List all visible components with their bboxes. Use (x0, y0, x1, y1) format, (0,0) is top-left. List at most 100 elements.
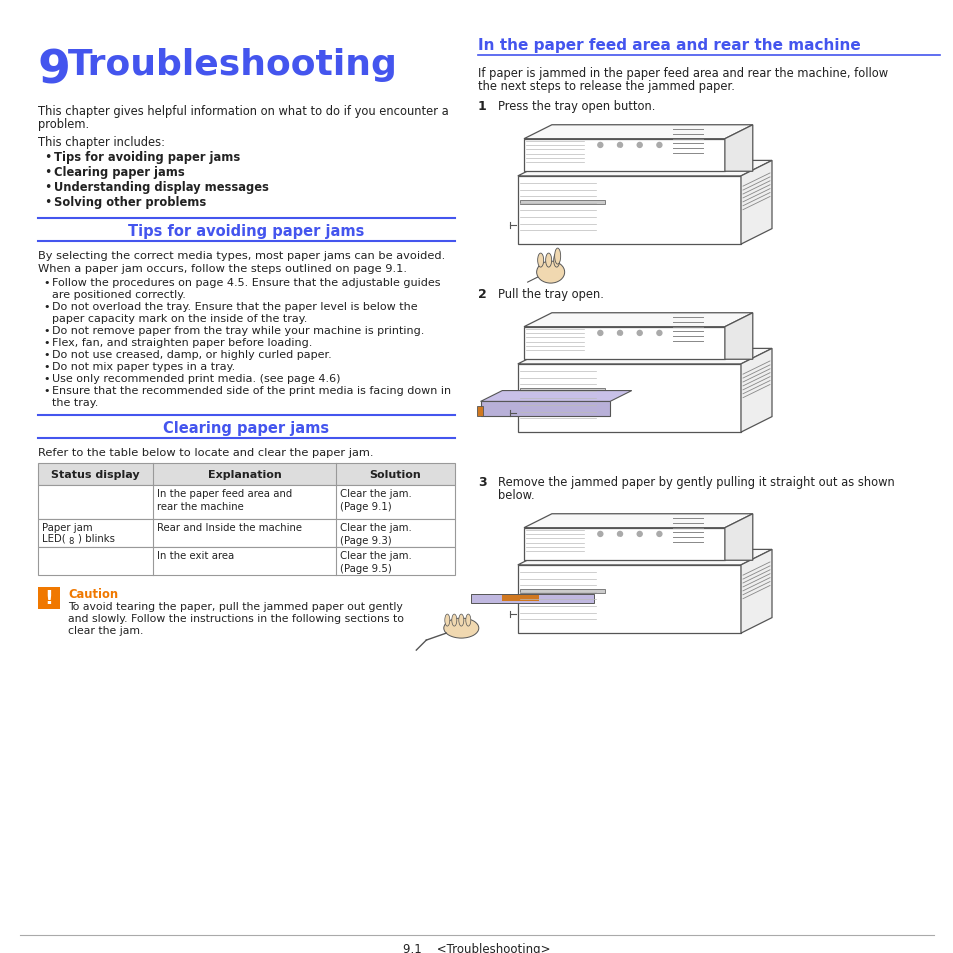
Polygon shape (517, 161, 771, 176)
Text: In the paper feed area and rear the machine: In the paper feed area and rear the mach… (477, 38, 860, 53)
Bar (480, 402, 609, 417)
Text: Clear the jam.
(Page 9.3): Clear the jam. (Page 9.3) (340, 522, 412, 546)
Text: Caution: Caution (68, 587, 118, 600)
Text: Do not overload the tray. Ensure that the paper level is below the: Do not overload the tray. Ensure that th… (52, 302, 417, 312)
Bar (519, 589, 604, 593)
Bar (517, 565, 740, 634)
Text: Clearing paper jams: Clearing paper jams (163, 420, 329, 436)
Polygon shape (523, 515, 752, 528)
Text: •: • (43, 374, 50, 384)
Text: ) blinks: ) blinks (78, 534, 115, 543)
Bar (471, 594, 594, 603)
Text: 9: 9 (38, 48, 71, 92)
Text: Do not mix paper types in a tray.: Do not mix paper types in a tray. (52, 361, 235, 372)
Text: Understanding display messages: Understanding display messages (54, 181, 269, 193)
Text: problem.: problem. (38, 118, 89, 131)
Text: Follow the procedures on page 4.5. Ensure that the adjustable guides: Follow the procedures on page 4.5. Ensur… (52, 277, 440, 288)
Circle shape (617, 143, 622, 149)
Text: Explanation: Explanation (208, 470, 281, 479)
Circle shape (616, 149, 622, 156)
Polygon shape (740, 550, 771, 634)
Bar (66, 537, 76, 545)
Polygon shape (480, 391, 631, 402)
Ellipse shape (553, 253, 559, 268)
Text: In the exit area: In the exit area (156, 551, 233, 560)
Circle shape (598, 532, 602, 537)
Text: 2: 2 (477, 288, 486, 301)
Bar (38, 485, 455, 519)
Bar (523, 139, 724, 172)
Text: Remove the jammed paper by gently pulling it straight out as shown: Remove the jammed paper by gently pullin… (497, 476, 894, 489)
Text: the tray.: the tray. (52, 397, 98, 408)
Text: •: • (43, 337, 50, 348)
Text: Status display: Status display (51, 470, 139, 479)
Text: •: • (43, 386, 50, 395)
Circle shape (598, 331, 602, 336)
Text: •: • (44, 181, 51, 193)
Bar (519, 200, 604, 205)
Ellipse shape (443, 618, 478, 639)
Polygon shape (740, 349, 771, 433)
Circle shape (598, 143, 602, 149)
Circle shape (657, 331, 661, 336)
Text: When a paper jam occurs, follow the steps outlined on page 9.1.: When a paper jam occurs, follow the step… (38, 264, 407, 274)
Text: !: ! (45, 589, 53, 608)
Ellipse shape (537, 262, 564, 284)
Text: Ensure that the recommended side of the print media is facing down in: Ensure that the recommended side of the … (52, 386, 451, 395)
Text: 9.1    <Troubleshooting>: 9.1 <Troubleshooting> (403, 942, 550, 953)
Text: •: • (44, 195, 51, 209)
Bar (38, 587, 60, 609)
Text: Troubleshooting: Troubleshooting (68, 48, 397, 82)
Circle shape (637, 532, 641, 537)
Circle shape (616, 537, 622, 544)
Text: Clearing paper jams: Clearing paper jams (54, 166, 185, 179)
Text: By selecting the correct media types, most paper jams can be avoided.: By selecting the correct media types, mo… (38, 251, 445, 261)
Bar (38, 547, 455, 576)
Text: Do not use creased, damp, or highly curled paper.: Do not use creased, damp, or highly curl… (52, 350, 332, 359)
Bar (517, 364, 740, 433)
Text: Flex, fan, and straighten paper before loading.: Flex, fan, and straighten paper before l… (52, 337, 312, 348)
Text: LED(: LED( (42, 534, 66, 543)
Text: are positioned correctly.: are positioned correctly. (52, 290, 186, 299)
Circle shape (599, 537, 607, 544)
Text: below.: below. (497, 489, 534, 501)
Text: •: • (44, 151, 51, 164)
Circle shape (599, 149, 607, 156)
Ellipse shape (554, 249, 560, 265)
Text: and slowly. Follow the instructions in the following sections to: and slowly. Follow the instructions in t… (68, 614, 403, 623)
Ellipse shape (444, 615, 449, 626)
Text: 1: 1 (477, 100, 486, 112)
Polygon shape (740, 161, 771, 245)
Bar (523, 528, 724, 560)
Polygon shape (724, 126, 752, 172)
Polygon shape (523, 126, 752, 139)
Text: Solving other problems: Solving other problems (54, 195, 206, 209)
Bar (517, 176, 740, 245)
Bar (523, 328, 724, 360)
Text: paper capacity mark on the inside of the tray.: paper capacity mark on the inside of the… (52, 314, 307, 324)
Bar (476, 407, 482, 416)
Text: Use only recommended print media. (see page 4.6): Use only recommended print media. (see p… (52, 374, 340, 384)
Polygon shape (724, 515, 752, 560)
Text: Do not remove paper from the tray while your machine is printing.: Do not remove paper from the tray while … (52, 326, 424, 335)
Circle shape (637, 143, 641, 149)
Text: •: • (44, 166, 51, 179)
Text: Refer to the table below to locate and clear the paper jam.: Refer to the table below to locate and c… (38, 448, 374, 457)
Bar (519, 389, 604, 393)
Text: Clear the jam.
(Page 9.5): Clear the jam. (Page 9.5) (340, 551, 412, 574)
Text: Pull the tray open.: Pull the tray open. (497, 288, 603, 301)
Ellipse shape (452, 615, 456, 626)
Bar (38, 463, 455, 485)
Text: the next steps to release the jammed paper.: the next steps to release the jammed pap… (477, 80, 734, 92)
Ellipse shape (545, 253, 551, 268)
Text: clear the jam.: clear the jam. (68, 625, 143, 636)
Circle shape (657, 143, 661, 149)
Text: Paper jam: Paper jam (42, 522, 92, 533)
Text: Solution: Solution (370, 470, 421, 479)
Text: 8: 8 (69, 537, 73, 545)
Ellipse shape (465, 615, 471, 626)
Text: Rear and Inside the machine: Rear and Inside the machine (156, 522, 301, 533)
Text: This chapter gives helpful information on what to do if you encounter a: This chapter gives helpful information o… (38, 105, 448, 118)
Bar (38, 519, 455, 547)
Circle shape (616, 336, 622, 344)
